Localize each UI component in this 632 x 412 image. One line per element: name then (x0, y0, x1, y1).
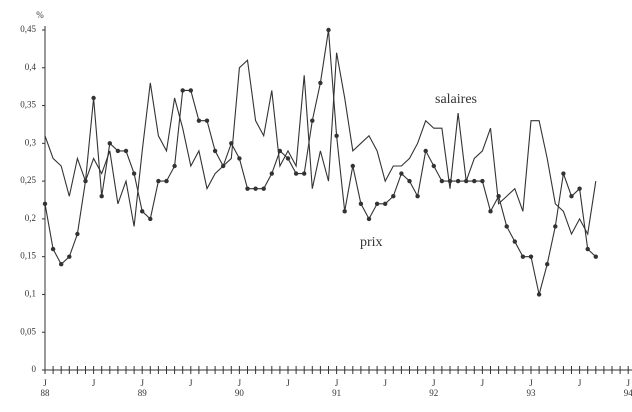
series-label: salaires (435, 92, 477, 107)
x-tick-label: J (529, 378, 533, 388)
x-year-label: 94 (624, 388, 632, 398)
x-year-label: 89 (138, 388, 148, 398)
x-tick-label: J (626, 378, 630, 388)
y-tick-label: 0,2 (25, 213, 36, 223)
x-tick-label: J (238, 378, 242, 388)
x-tick-label: J (481, 378, 485, 388)
y-tick-label: 0 (32, 364, 37, 374)
x-tick-label: J (383, 378, 387, 388)
x-year-label: 90 (235, 388, 245, 398)
x-tick-label: J (335, 378, 339, 388)
x-year-label: 92 (429, 388, 438, 398)
y-unit: % (36, 10, 44, 20)
y-tick-label: 0,35 (20, 100, 36, 110)
x-tick-label: J (432, 378, 436, 388)
x-tick-label: J (189, 378, 193, 388)
series-label: prix (360, 235, 383, 250)
series-line (44, 52, 597, 236)
y-tick-label: 0,25 (20, 175, 36, 185)
x-tick-label: J (43, 378, 47, 388)
y-tick-label: 0,4 (25, 62, 37, 72)
x-tick-label: J (578, 378, 582, 388)
x-year-label: 93 (527, 388, 537, 398)
x-year-label: 91 (332, 388, 341, 398)
x-year-label: 88 (41, 388, 51, 398)
x-tick-label: J (92, 378, 96, 388)
x-tick-label: J (140, 378, 144, 388)
y-tick-label: 0,05 (20, 326, 36, 336)
y-tick-label: 0,1 (25, 289, 36, 299)
y-tick-label: 0,3 (25, 137, 37, 147)
x-tick-label: J (286, 378, 290, 388)
series-line (44, 29, 597, 295)
y-tick-label: 0,45 (20, 24, 36, 34)
y-tick-label: 0,15 (20, 251, 36, 261)
